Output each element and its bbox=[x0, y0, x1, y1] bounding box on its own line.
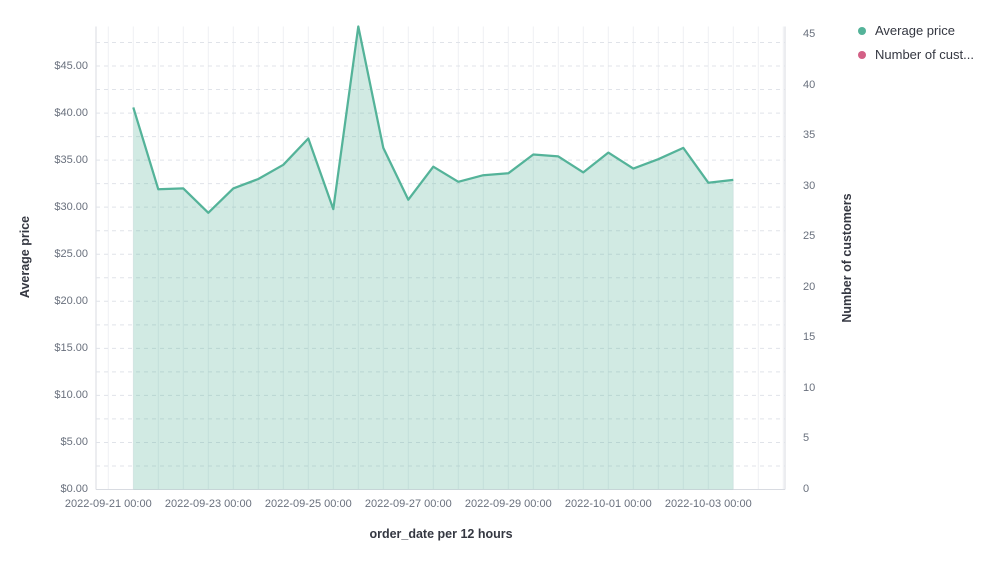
y-axis-tick-label: $35.00 bbox=[54, 153, 88, 166]
legend-label: Number of cust... bbox=[875, 47, 974, 62]
series-color-dot-icon bbox=[858, 50, 866, 59]
y2-axis-tick-label: 10 bbox=[803, 381, 816, 394]
x-axis-title: order_date per 12 hours bbox=[369, 527, 513, 541]
y2-axis-tick-label: 35 bbox=[803, 129, 816, 142]
y-axis-tick-label: $30.00 bbox=[54, 200, 88, 213]
y-axis-title-right: Number of customers bbox=[840, 193, 854, 323]
y-axis-tick-label: $40.00 bbox=[54, 106, 88, 119]
y2-axis-tick-label: 30 bbox=[803, 179, 816, 192]
y-axis-tick-label: $45.00 bbox=[54, 59, 88, 72]
y-axis-tick-label: $15.00 bbox=[54, 341, 88, 354]
x-axis-tick-label: 2022-09-21 00:00 bbox=[64, 498, 152, 510]
x-axis-tick-label: 2022-10-01 00:00 bbox=[564, 498, 652, 510]
x-axis-tick-label: 2022-09-27 00:00 bbox=[364, 498, 452, 510]
legend-label: Average price bbox=[875, 23, 955, 38]
y2-axis-tick-label: 45 bbox=[803, 28, 816, 41]
y2-axis-tick-label: 0 bbox=[803, 483, 810, 495]
x-axis-tick-label: 2022-10-03 00:00 bbox=[664, 498, 752, 510]
x-axis-tick-label: 2022-09-29 00:00 bbox=[464, 498, 552, 510]
y-axis-tick-label: $20.00 bbox=[54, 294, 88, 307]
x-axis-tick-label: 2022-09-25 00:00 bbox=[264, 498, 352, 510]
line-series-average-price bbox=[132, 25, 734, 214]
legend-item-number-of-customers[interactable]: Number of cust... bbox=[858, 46, 974, 63]
legend-item-average-price[interactable]: Average price bbox=[858, 22, 974, 39]
area-series-average-price bbox=[133, 26, 734, 490]
y-axis-tick-label: $25.00 bbox=[54, 247, 88, 260]
series-color-dot-icon bbox=[858, 26, 866, 35]
y2-axis-tick-label: 5 bbox=[803, 432, 810, 445]
x-axis-tick-label: 2022-09-23 00:00 bbox=[164, 498, 252, 510]
legend: Average price Number of cust... bbox=[858, 22, 974, 70]
y-axis-tick-label: $10.00 bbox=[54, 388, 88, 401]
y-axis-tick-label: $5.00 bbox=[60, 435, 88, 448]
y-axis-tick-label: $0.00 bbox=[60, 483, 88, 495]
y2-axis-tick-label: 20 bbox=[803, 280, 816, 293]
y2-axis-tick-label: 15 bbox=[803, 331, 816, 344]
y2-axis-tick-label: 25 bbox=[803, 230, 816, 243]
y2-axis-tick-label: 40 bbox=[803, 78, 816, 91]
